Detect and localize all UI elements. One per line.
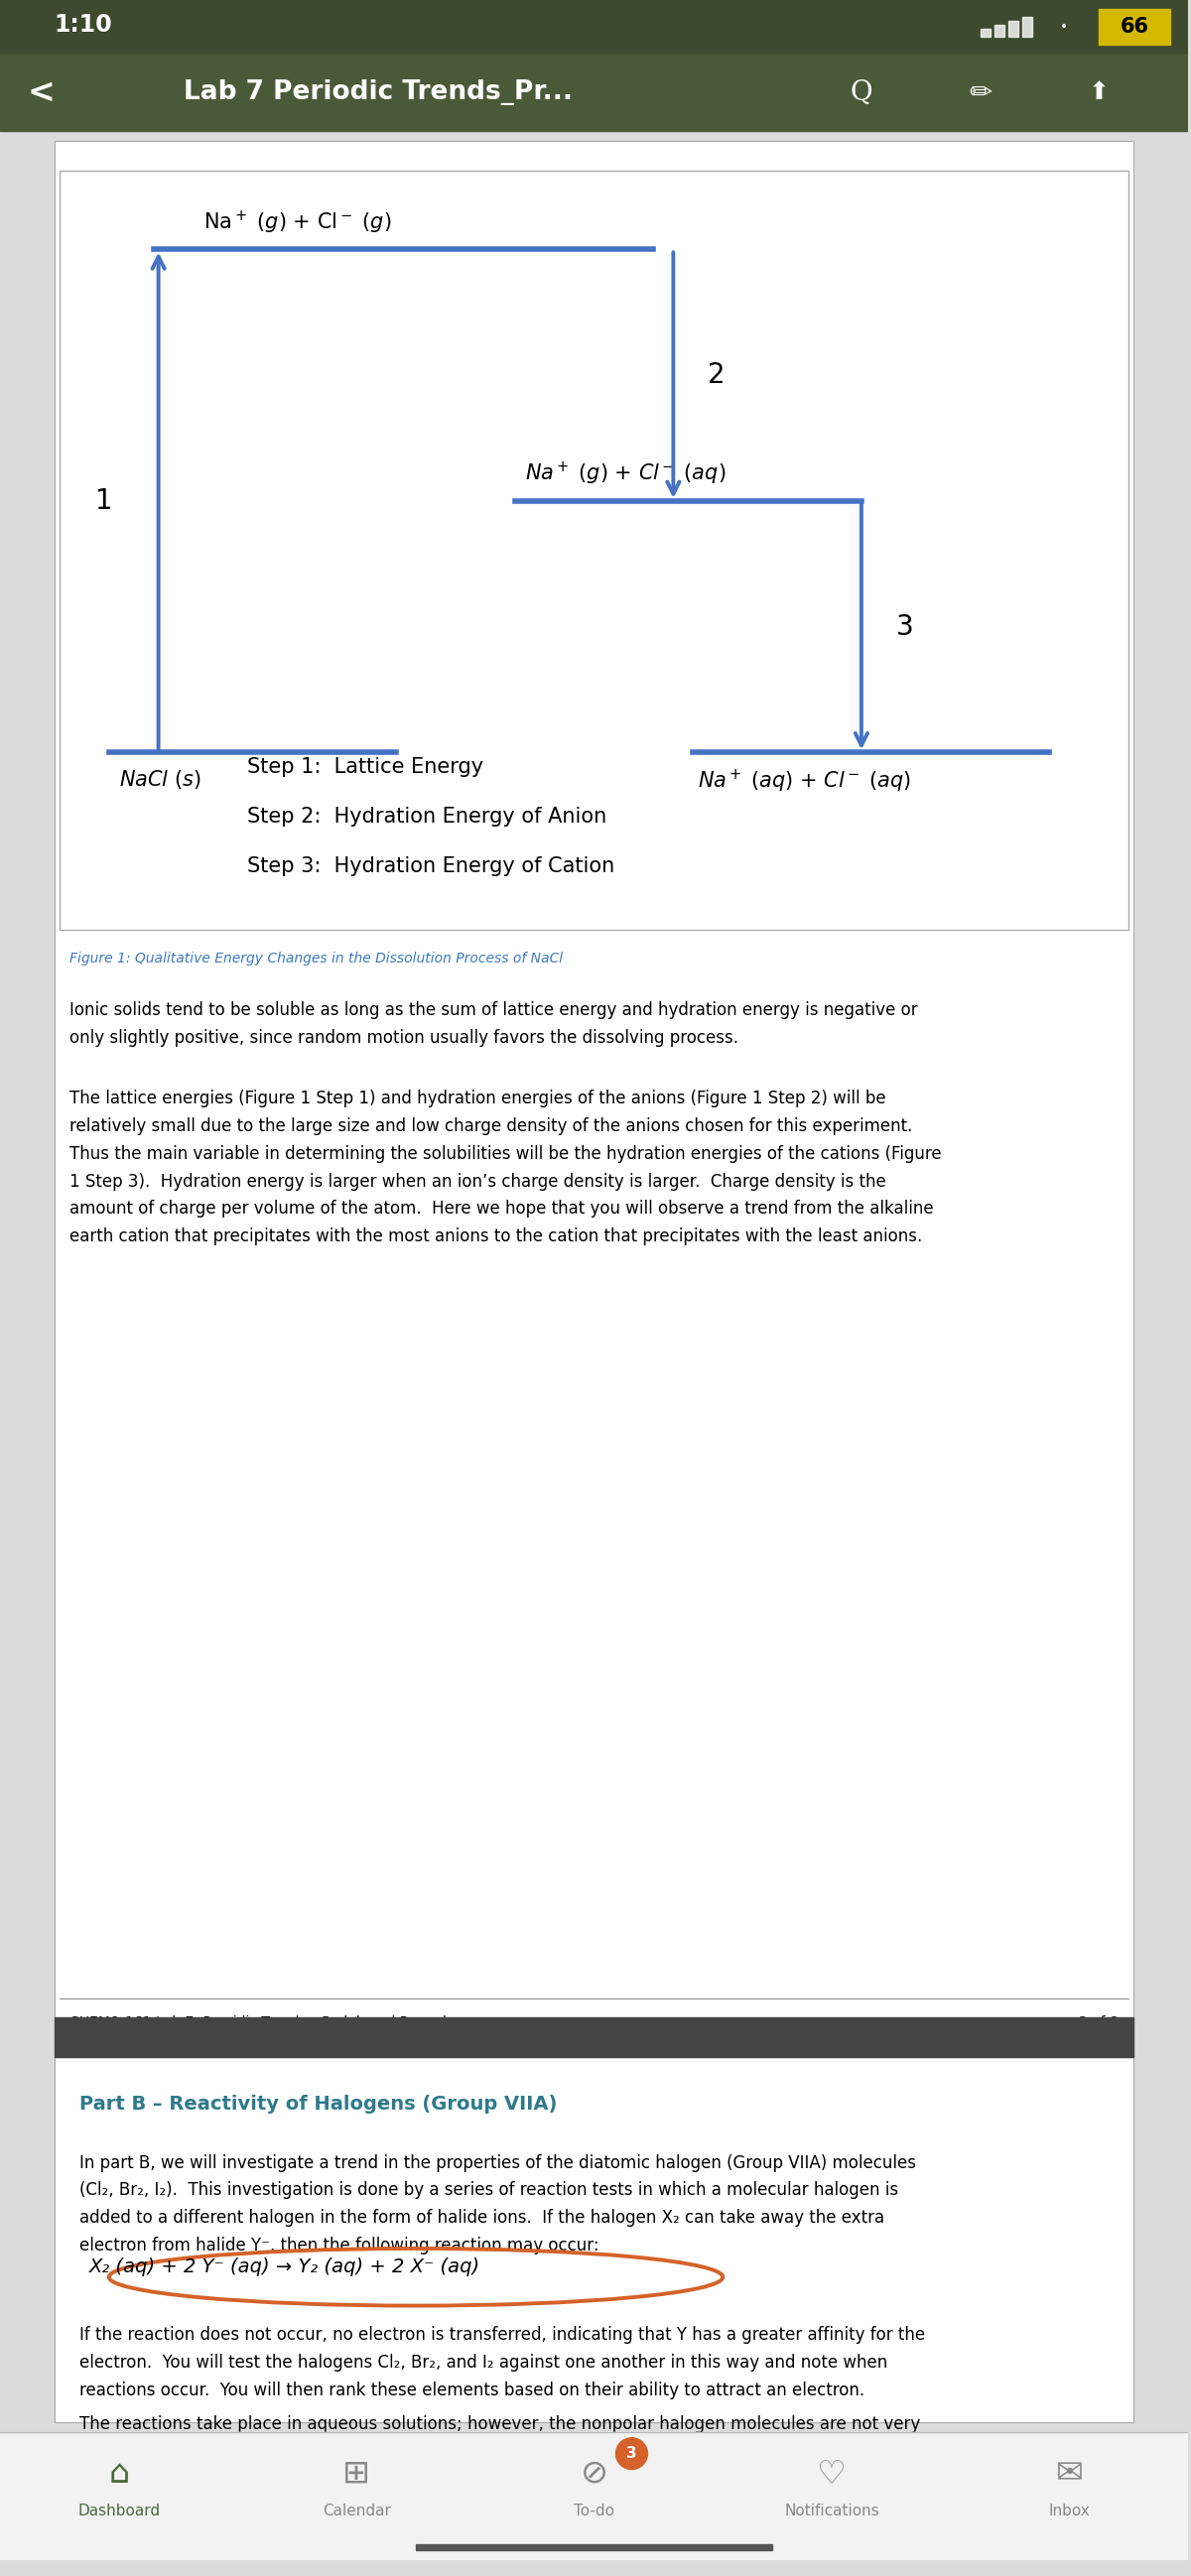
Bar: [1099, 8, 1171, 44]
Bar: [55, 2017, 1134, 2058]
Text: ✏: ✏: [968, 80, 992, 106]
Text: Part B – Reactivity of Halogens (Group VIIA): Part B – Reactivity of Halogens (Group V…: [80, 2094, 557, 2112]
Text: ⌂: ⌂: [108, 2458, 130, 2488]
Bar: [980, 28, 990, 36]
Text: Calendar: Calendar: [323, 2504, 391, 2519]
Bar: [994, 26, 1004, 36]
Text: X₂ (aq) + 2 Y⁻ (aq) → Y₂ (aq) + 2 X⁻ (aq): X₂ (aq) + 2 Y⁻ (aq) → Y₂ (aq) + 2 X⁻ (aq…: [89, 2257, 480, 2277]
Text: ⊘: ⊘: [580, 2458, 607, 2488]
Text: Q: Q: [850, 80, 873, 106]
Text: Notifications: Notifications: [784, 2504, 879, 2519]
Bar: [55, 142, 1134, 2421]
Text: 1:10: 1:10: [55, 13, 113, 36]
Text: Step 3:  Hydration Energy of Cation: Step 3: Hydration Energy of Cation: [248, 855, 615, 876]
Text: ✉: ✉: [1055, 2458, 1084, 2488]
Bar: [1022, 18, 1031, 36]
Text: Inbox: Inbox: [1048, 2504, 1090, 2519]
Text: NaCl $(s)$: NaCl $(s)$: [119, 768, 201, 791]
Text: 2 of 8: 2 of 8: [1079, 2017, 1118, 2030]
Text: Step 1:  Lattice Energy: Step 1: Lattice Energy: [248, 757, 484, 778]
Text: ♡: ♡: [817, 2458, 847, 2488]
Text: MATERIALS AND SAFETY: MATERIALS AND SAFETY: [80, 2530, 344, 2548]
Text: Na$^+$ $(aq)$ + Cl$^-$ $(aq)$: Na$^+$ $(aq)$ + Cl$^-$ $(aq)$: [698, 768, 911, 796]
Text: Na$^+$ $(g)$ + Cl$^-$ $(aq)$: Na$^+$ $(g)$ + Cl$^-$ $(aq)$: [525, 461, 725, 487]
Bar: [60, 170, 1129, 930]
Bar: [0, 54, 1189, 131]
Text: 3: 3: [626, 2447, 637, 2460]
Bar: [1008, 21, 1018, 36]
Text: CHEM& 161 Lab 7: Peroidic Trends – Prelab and Procedure: CHEM& 161 Lab 7: Peroidic Trends – Prela…: [69, 2017, 469, 2030]
Text: In part B, we will investigate a trend in the properties of the diatomic halogen: In part B, we will investigate a trend i…: [80, 2154, 916, 2254]
Text: <: <: [27, 77, 56, 108]
Bar: [0, 2432, 1189, 2561]
Text: Step 2:  Hydration Energy of Anion: Step 2: Hydration Energy of Anion: [248, 806, 607, 827]
Text: ⊞: ⊞: [343, 2458, 370, 2488]
Bar: [55, 2058, 1134, 2421]
Text: Lab 7 Periodic Trends_Pr...: Lab 7 Periodic Trends_Pr...: [183, 80, 572, 106]
Text: 66: 66: [1121, 18, 1149, 36]
Text: 3: 3: [896, 613, 913, 641]
Bar: [416, 2545, 772, 2550]
Text: Figure 1: Qualitative Energy Changes in the Dissolution Process of NaCl: Figure 1: Qualitative Energy Changes in …: [69, 951, 562, 966]
Circle shape: [616, 2437, 648, 2470]
Bar: [0, 0, 1189, 54]
Text: 2: 2: [707, 361, 725, 389]
Text: 1: 1: [95, 487, 113, 515]
Text: Na$^+$ $(g)$ + Cl$^-$ $(g)$: Na$^+$ $(g)$ + Cl$^-$ $(g)$: [202, 209, 391, 234]
Text: The reactions take place in aqueous solutions; however, the nonpolar halogen mol: The reactions take place in aqueous solu…: [80, 2416, 943, 2543]
Text: Dashboard: Dashboard: [77, 2504, 160, 2519]
Text: Ionic solids tend to be soluble as long as the sum of lattice energy and hydrati: Ionic solids tend to be soluble as long …: [69, 1002, 917, 1046]
Text: •: •: [1060, 21, 1068, 33]
Text: The lattice energies (Figure 1 Step 1) and hydration energies of the anions (Fig: The lattice energies (Figure 1 Step 1) a…: [69, 1090, 941, 1247]
Text: To-do: To-do: [574, 2504, 615, 2519]
Text: ⬆: ⬆: [1089, 80, 1110, 106]
Text: If the reaction does not occur, no electron is transferred, indicating that Y ha: If the reaction does not occur, no elect…: [80, 2326, 925, 2398]
